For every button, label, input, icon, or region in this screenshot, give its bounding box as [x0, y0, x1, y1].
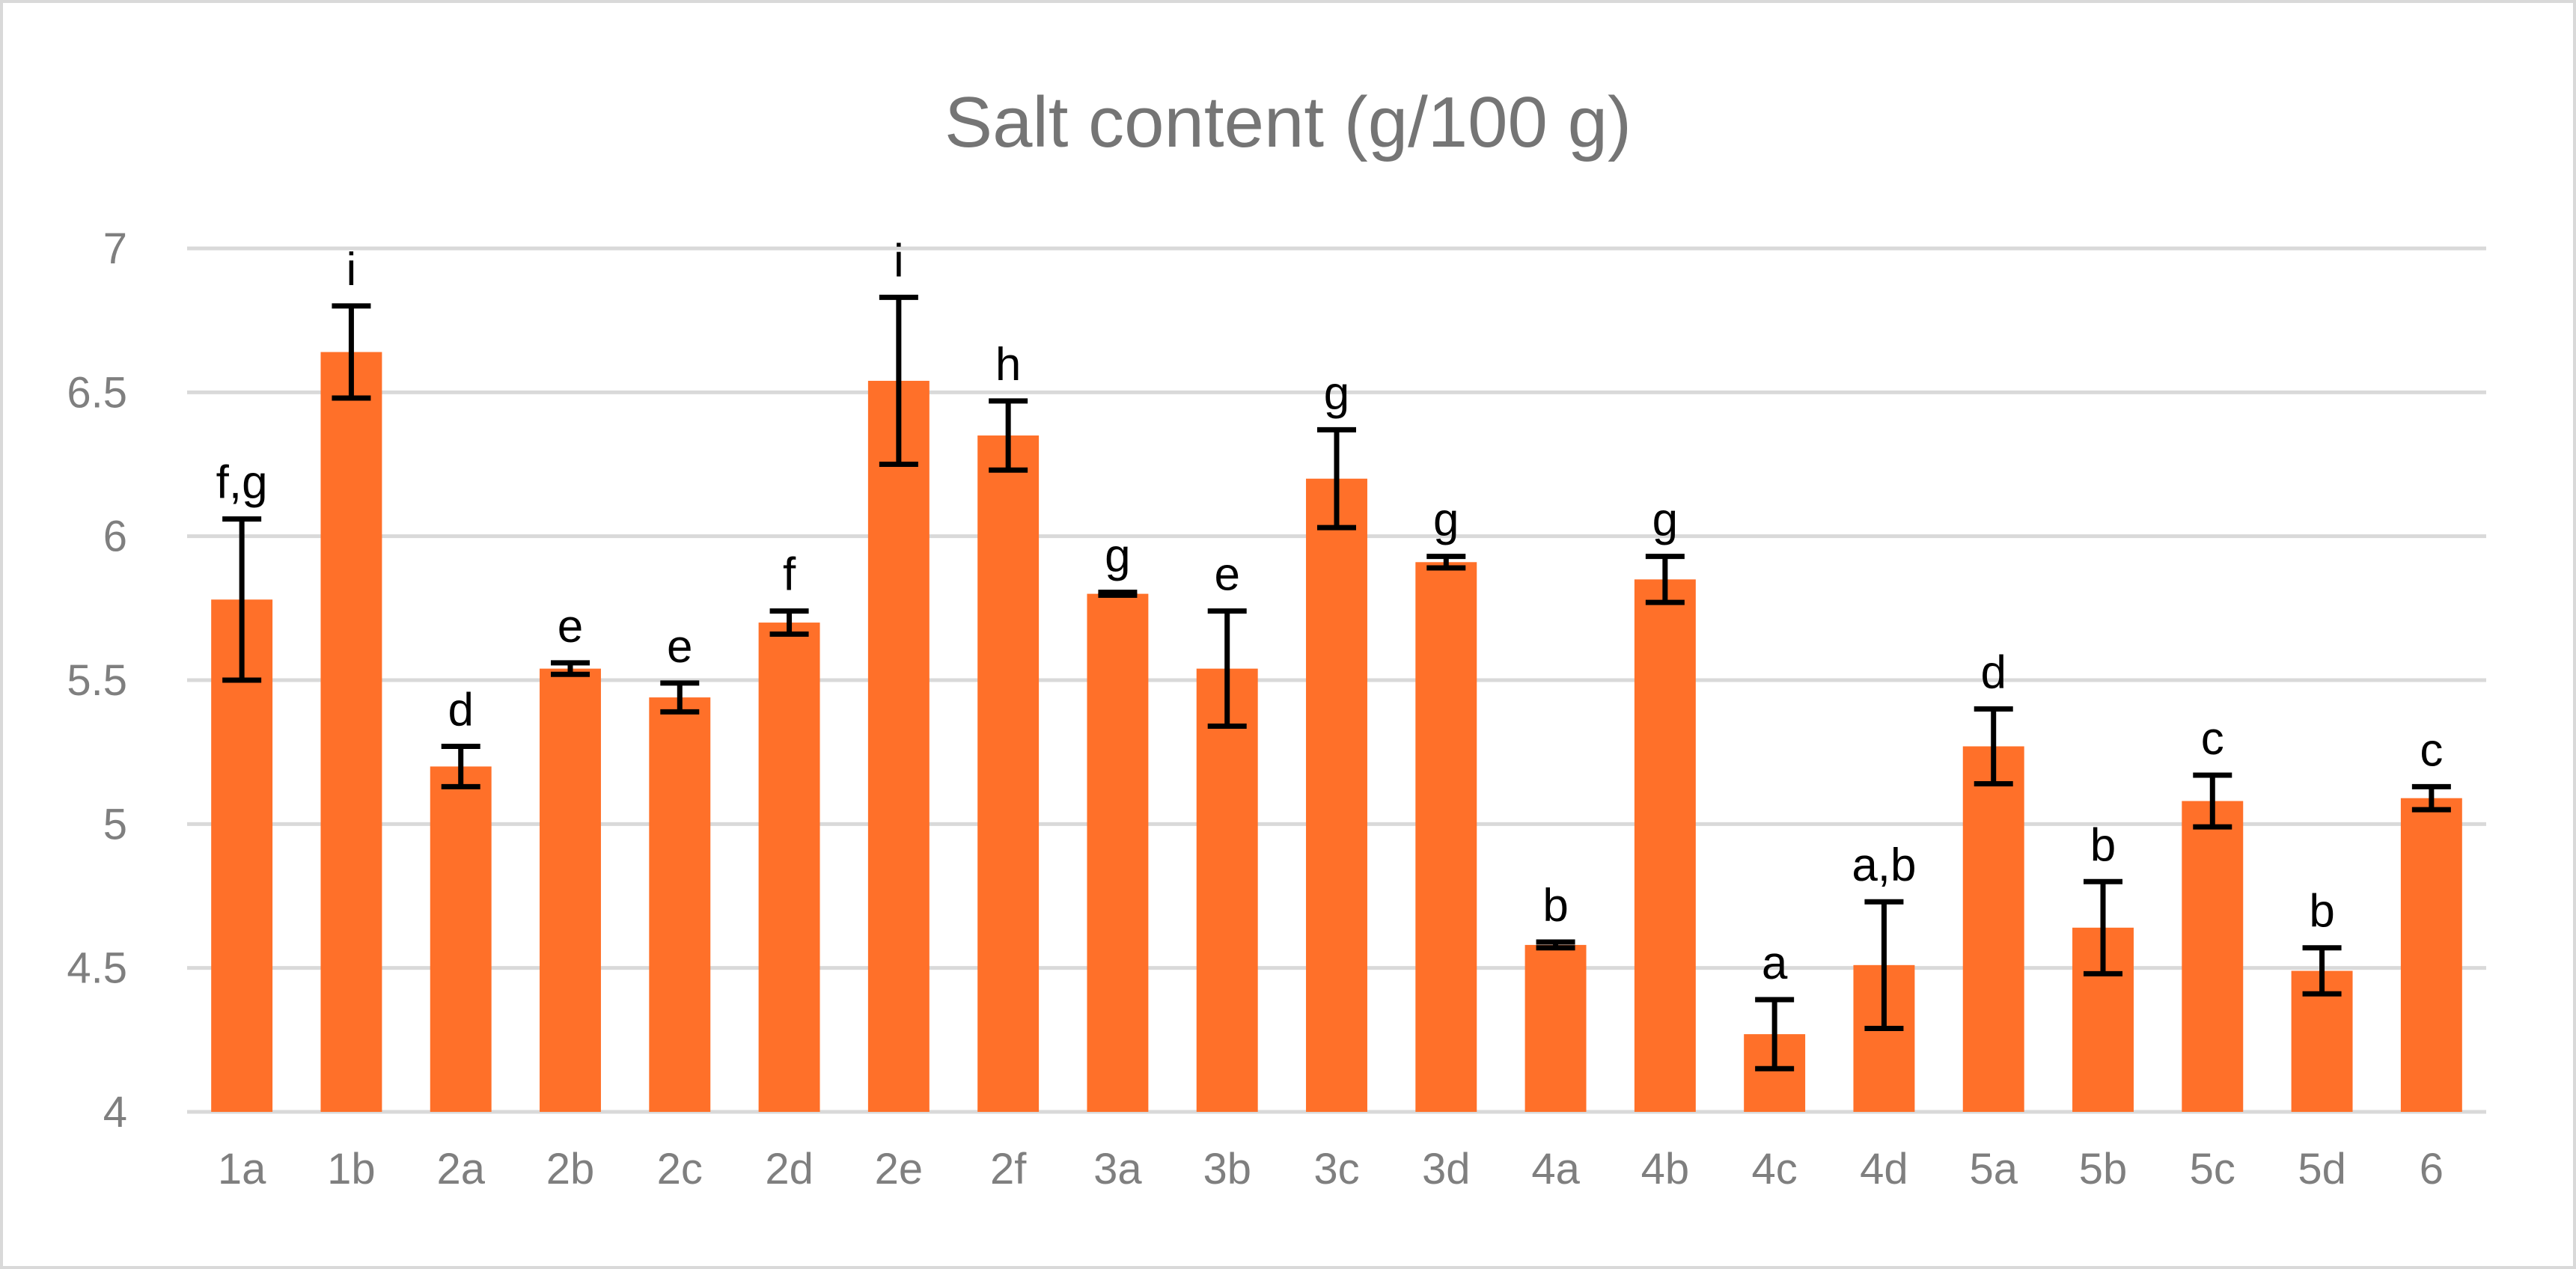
bar-2b	[540, 668, 601, 1112]
error-bar-5c	[2193, 772, 2232, 830]
x-tick-label-2c: 2c	[657, 1145, 703, 1193]
significance-label-2a: d	[448, 684, 473, 736]
significance-label-5b: b	[2090, 819, 2116, 871]
bar-2d	[758, 623, 820, 1112]
bar-2e	[867, 380, 930, 1112]
x-axis-tick-labels: 1a 1b 2a 2b 2c 2d 2e 2f 3a 3b 3c 3d 4a 4b 4c 4d 5a 5b 5c 5d…	[218, 1145, 2444, 1193]
significance-label-2d: f	[783, 549, 796, 601]
x-tick-label-5b: 5b	[2079, 1145, 2128, 1193]
significance-label-4d: a,b	[1852, 840, 1916, 891]
significance-label-5d: b	[2309, 886, 2334, 938]
error-bar-4c	[1755, 997, 1795, 1071]
error-bars	[222, 294, 2451, 1071]
x-tick-label-3b: 3b	[1203, 1145, 1251, 1193]
bar-5a	[1962, 746, 2024, 1112]
y-tick-label: 4	[103, 1088, 127, 1137]
bar-4b	[1634, 579, 1696, 1112]
error-bar-2d	[769, 608, 809, 637]
error-bar-2a	[441, 743, 480, 789]
significance-label-3c: g	[1324, 367, 1349, 419]
error-bar-4d	[1864, 899, 1904, 1031]
bar-5c	[2182, 801, 2244, 1112]
significance-label-2c: e	[667, 621, 692, 673]
y-tick-label: 5.5	[67, 656, 127, 705]
significance-label-6: c	[2420, 724, 2443, 776]
x-tick-label-4a: 4a	[1531, 1145, 1580, 1193]
error-bar-2f	[989, 398, 1028, 473]
bars	[211, 352, 2462, 1113]
error-bar-3d	[1426, 554, 1466, 571]
bar-4a	[1524, 944, 1587, 1112]
significance-label-4c: a	[1762, 938, 1788, 989]
error-bar-5b	[2084, 878, 2122, 976]
x-tick-label-2b: 2b	[546, 1145, 595, 1193]
chart-title: Salt content (g/100 g)	[944, 82, 1632, 162]
y-tick-label: 6	[103, 513, 127, 561]
x-tick-label-1b: 1b	[327, 1145, 376, 1193]
error-bar-2c	[660, 680, 700, 715]
significance-label-2e: i	[894, 235, 904, 287]
significance-label-4a: b	[1542, 880, 1568, 932]
x-tick-label-5d: 5d	[2298, 1145, 2346, 1193]
bar-2f	[977, 435, 1040, 1112]
x-tick-label-2e: 2e	[875, 1145, 924, 1193]
x-tick-label-2a: 2a	[436, 1145, 485, 1193]
significance-label-2f: h	[995, 339, 1021, 391]
significance-label-1b: i	[347, 244, 357, 296]
significance-label-1a: f,g	[216, 457, 268, 509]
error-bar-2e	[879, 294, 918, 467]
x-tick-label-3c: 3c	[1313, 1145, 1359, 1193]
y-tick-label: 7	[103, 224, 127, 273]
x-tick-label-5a: 5a	[1969, 1145, 2018, 1193]
x-tick-label-4d: 4d	[1860, 1145, 1908, 1193]
error-bar-4a	[1536, 939, 1575, 951]
bar-3d	[1415, 562, 1477, 1112]
x-tick-label-1a: 1a	[218, 1145, 266, 1193]
significance-label-3a: g	[1105, 530, 1130, 582]
x-tick-label-2d: 2d	[765, 1145, 814, 1193]
y-tick-label: 4.5	[67, 944, 127, 993]
significance-label-3b: e	[1214, 549, 1239, 601]
bar-3c	[1306, 478, 1367, 1112]
y-axis-tick-labels: 4 4.5 5 5.5 6 6.5 7	[67, 224, 127, 1137]
bar-2c	[649, 697, 711, 1112]
significance-label-2b: e	[558, 601, 583, 652]
y-tick-label: 5	[103, 800, 127, 848]
bar-1b	[320, 352, 382, 1113]
x-tick-label-6: 6	[2420, 1145, 2444, 1193]
error-bar-3c	[1317, 426, 1356, 530]
x-tick-label-3a: 3a	[1093, 1145, 1142, 1193]
error-bar-4b	[1645, 554, 1685, 605]
error-bar-5d	[2302, 945, 2342, 997]
significance-labels: f,g i d e e f i h g e g g b g a a,b d b c b c	[216, 235, 2444, 989]
bar-6	[2400, 798, 2462, 1112]
error-bar-5a	[1974, 706, 2013, 786]
x-tick-label-4b: 4b	[1641, 1145, 1690, 1193]
bar-2a	[430, 766, 492, 1112]
error-bar-3a	[1098, 590, 1138, 599]
bar-3b	[1196, 668, 1258, 1112]
x-tick-label-5c: 5c	[2190, 1145, 2235, 1193]
y-tick-label: 6.5	[67, 368, 127, 417]
bar-1a	[211, 599, 273, 1112]
significance-label-5c: c	[2201, 713, 2224, 765]
significance-label-4b: g	[1652, 495, 1678, 546]
significance-label-3d: g	[1433, 495, 1459, 546]
error-bar-2b	[551, 660, 590, 677]
error-bar-6	[2411, 783, 2451, 813]
x-tick-label-3d: 3d	[1422, 1145, 1471, 1193]
error-bar-3b	[1207, 608, 1247, 730]
error-bar-1b	[332, 303, 371, 401]
error-bar-1a	[222, 516, 262, 683]
bar-3a	[1087, 593, 1149, 1112]
significance-label-5a: d	[1980, 646, 2006, 698]
x-tick-label-2f: 2f	[990, 1145, 1027, 1193]
x-tick-label-4c: 4c	[1752, 1145, 1798, 1193]
